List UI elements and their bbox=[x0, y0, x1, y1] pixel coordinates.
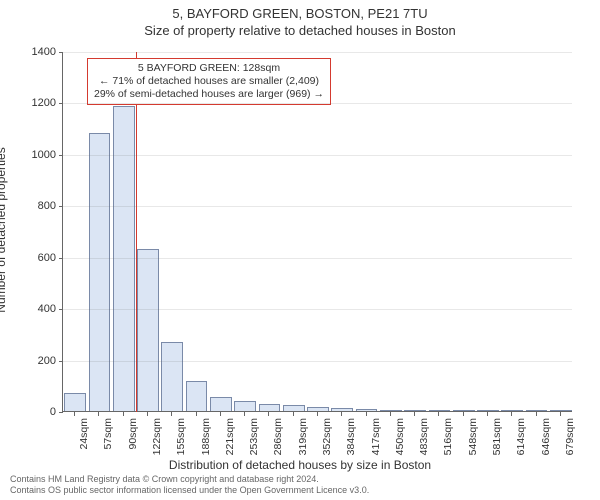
x-tick-mark bbox=[463, 412, 464, 416]
y-tick-label: 600 bbox=[12, 252, 56, 264]
y-tick-label: 800 bbox=[12, 200, 56, 212]
grid-line bbox=[63, 309, 572, 310]
x-tick-mark bbox=[196, 412, 197, 416]
annotation-line-2: ← 71% of detached houses are smaller (2,… bbox=[94, 75, 324, 88]
histogram-bar bbox=[453, 410, 475, 411]
histogram-bar bbox=[380, 410, 402, 411]
grid-line bbox=[63, 103, 572, 104]
x-tick-mark bbox=[317, 412, 318, 416]
histogram-bar bbox=[477, 410, 499, 411]
x-tick-mark bbox=[268, 412, 269, 416]
x-tick-mark bbox=[560, 412, 561, 416]
histogram-bar bbox=[331, 408, 353, 411]
x-tick-label: 483sqm bbox=[418, 418, 430, 455]
x-tick-label: 548sqm bbox=[467, 418, 479, 455]
x-tick-mark bbox=[220, 412, 221, 416]
x-tick-label: 384sqm bbox=[345, 418, 357, 455]
histogram-bar bbox=[186, 381, 208, 411]
y-tick-label: 400 bbox=[12, 303, 56, 315]
chart-area: 5 BAYFORD GREEN: 128sqm ← 71% of detache… bbox=[62, 52, 572, 412]
page-title-line2: Size of property relative to detached ho… bbox=[0, 23, 600, 38]
x-tick-mark bbox=[171, 412, 172, 416]
x-tick-label: 352sqm bbox=[321, 418, 333, 455]
histogram-bar bbox=[89, 133, 111, 411]
x-tick-label: 90sqm bbox=[127, 418, 139, 450]
x-tick-label: 679sqm bbox=[564, 418, 576, 455]
x-tick-mark bbox=[74, 412, 75, 416]
x-tick-label: 122sqm bbox=[151, 418, 163, 455]
y-tick-label: 1000 bbox=[12, 149, 56, 161]
y-axis-label: Number of detached properties bbox=[0, 147, 8, 312]
histogram-bar bbox=[210, 397, 232, 411]
histogram-bar bbox=[161, 342, 183, 411]
grid-line bbox=[63, 361, 572, 362]
y-tick-mark bbox=[59, 412, 63, 413]
x-tick-mark bbox=[487, 412, 488, 416]
histogram-bar bbox=[259, 404, 281, 411]
annotation-box: 5 BAYFORD GREEN: 128sqm ← 71% of detache… bbox=[87, 58, 331, 105]
annotation-line-1: 5 BAYFORD GREEN: 128sqm bbox=[94, 62, 324, 75]
x-axis-label: Distribution of detached houses by size … bbox=[0, 458, 600, 472]
x-tick-mark bbox=[438, 412, 439, 416]
x-tick-mark bbox=[390, 412, 391, 416]
grid-line bbox=[63, 258, 572, 259]
grid-line bbox=[63, 206, 572, 207]
footer-line-2: Contains OS public sector information li… bbox=[10, 485, 369, 496]
x-tick-mark bbox=[147, 412, 148, 416]
histogram-bar bbox=[137, 249, 159, 411]
x-tick-mark bbox=[366, 412, 367, 416]
footer-line-1: Contains HM Land Registry data © Crown c… bbox=[10, 474, 369, 485]
x-tick-label: 155sqm bbox=[175, 418, 187, 455]
x-tick-mark bbox=[98, 412, 99, 416]
histogram-bar bbox=[356, 409, 378, 411]
y-tick-label: 0 bbox=[12, 406, 56, 418]
x-tick-label: 417sqm bbox=[370, 418, 382, 455]
x-tick-mark bbox=[244, 412, 245, 416]
y-tick-label: 200 bbox=[12, 355, 56, 367]
histogram-bar bbox=[550, 410, 572, 411]
x-tick-mark bbox=[341, 412, 342, 416]
histogram-bar bbox=[526, 410, 548, 411]
footer: Contains HM Land Registry data © Crown c… bbox=[10, 474, 369, 496]
x-tick-label: 57sqm bbox=[102, 418, 114, 450]
x-tick-label: 221sqm bbox=[224, 418, 236, 455]
x-tick-mark bbox=[123, 412, 124, 416]
x-tick-label: 450sqm bbox=[394, 418, 406, 455]
x-tick-label: 286sqm bbox=[272, 418, 284, 455]
x-tick-label: 188sqm bbox=[200, 418, 212, 455]
marker-line bbox=[136, 52, 137, 412]
annotation-line-3: 29% of semi-detached houses are larger (… bbox=[94, 88, 324, 101]
x-tick-label: 516sqm bbox=[442, 418, 454, 455]
x-tick-label: 581sqm bbox=[491, 418, 503, 455]
plot-region: 5 BAYFORD GREEN: 128sqm ← 71% of detache… bbox=[62, 52, 572, 412]
histogram-bar bbox=[283, 405, 305, 411]
x-tick-label: 614sqm bbox=[515, 418, 527, 455]
histogram-bar bbox=[234, 401, 256, 411]
y-tick-label: 1400 bbox=[12, 46, 56, 58]
x-tick-label: 319sqm bbox=[297, 418, 309, 455]
x-tick-mark bbox=[536, 412, 537, 416]
x-tick-label: 24sqm bbox=[78, 418, 90, 450]
histogram-bar bbox=[429, 410, 451, 411]
grid-line bbox=[63, 52, 572, 53]
x-tick-label: 646sqm bbox=[540, 418, 552, 455]
y-tick-label: 1200 bbox=[12, 97, 56, 109]
histogram-bar bbox=[307, 407, 329, 411]
x-tick-label: 253sqm bbox=[248, 418, 260, 455]
x-tick-mark bbox=[511, 412, 512, 416]
histogram-bar bbox=[64, 393, 86, 411]
page-title-line1: 5, BAYFORD GREEN, BOSTON, PE21 7TU bbox=[0, 6, 600, 21]
histogram-bar bbox=[501, 410, 523, 411]
grid-line bbox=[63, 155, 572, 156]
x-tick-mark bbox=[414, 412, 415, 416]
histogram-bar bbox=[404, 410, 426, 411]
x-tick-mark bbox=[293, 412, 294, 416]
